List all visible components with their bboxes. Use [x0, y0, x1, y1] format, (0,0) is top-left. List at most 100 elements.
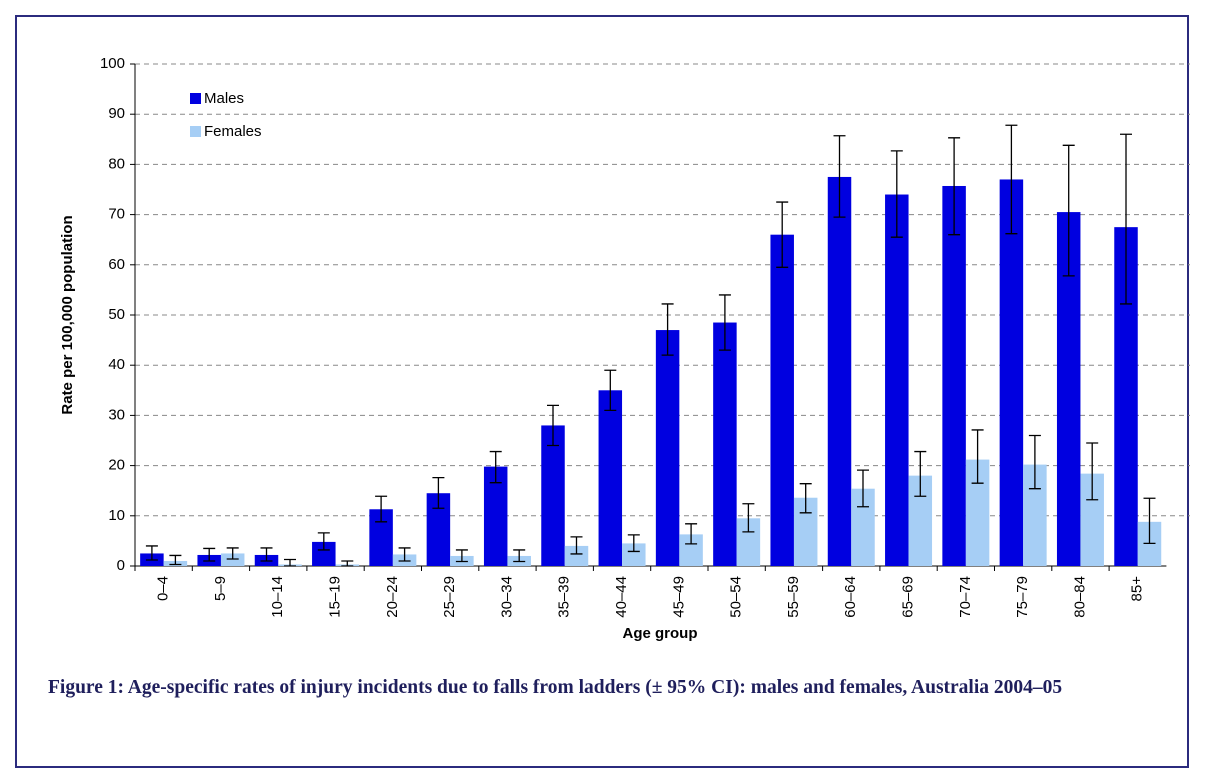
bar — [965, 459, 990, 566]
error-bar — [776, 201, 789, 268]
bar — [369, 509, 393, 566]
bar — [655, 330, 680, 566]
x-tick-label: 80–84 — [1071, 576, 1088, 618]
error-bar — [455, 549, 468, 563]
bar — [942, 185, 966, 566]
bar — [1080, 473, 1104, 566]
y-tick-label: 30 — [108, 406, 125, 423]
x-tick-label: 40–44 — [613, 576, 630, 618]
error-bar — [914, 450, 927, 497]
error-bar — [570, 536, 583, 555]
error-bar — [226, 547, 239, 560]
bar — [736, 518, 761, 566]
bar — [426, 493, 451, 566]
x-tick-label: 5–9 — [212, 576, 229, 601]
error-bar — [1086, 442, 1099, 501]
x-tick-label: 75–79 — [1014, 576, 1031, 618]
error-bar — [1062, 144, 1075, 277]
y-tick-label: 40 — [108, 356, 125, 373]
error-bar — [145, 545, 158, 561]
error-bar — [398, 547, 411, 562]
legend-swatch — [190, 126, 201, 137]
bar — [793, 497, 818, 566]
bar — [1056, 212, 1081, 566]
error-bar — [833, 135, 846, 218]
y-tick-label: 0 — [117, 557, 125, 574]
bar — [713, 322, 737, 566]
error-bar — [547, 404, 560, 447]
error-bar — [890, 150, 903, 238]
error-bar — [317, 532, 330, 551]
y-tick-label: 80 — [108, 155, 125, 172]
error-bar — [627, 534, 640, 553]
legend-swatch — [190, 93, 201, 104]
x-tick-label: 50–54 — [728, 576, 745, 618]
bar — [679, 534, 703, 566]
error-bar — [604, 369, 617, 412]
x-tick-label: 55–59 — [785, 576, 802, 618]
y-tick-label: 50 — [108, 306, 125, 323]
error-bar — [1120, 133, 1132, 305]
bar — [999, 179, 1024, 566]
x-tick-label: 45–49 — [670, 576, 687, 618]
x-tick-label: 60–64 — [842, 576, 859, 618]
error-bar — [432, 476, 445, 509]
error-bar — [856, 469, 869, 508]
error-bar — [661, 303, 674, 356]
bar — [220, 553, 245, 566]
error-bar — [1143, 497, 1156, 545]
x-tick-label: 10–14 — [269, 576, 286, 618]
bar — [483, 466, 508, 566]
legend-label: Males — [204, 90, 244, 107]
error-bar — [971, 429, 984, 484]
y-axis-title: Rate per 100,000 population — [59, 215, 76, 414]
x-tick-label: 65–69 — [900, 576, 917, 618]
x-axis-title: Age group — [623, 625, 698, 642]
y-tick-label: 90 — [108, 105, 125, 122]
y-tick-label: 20 — [108, 457, 125, 474]
frame — [15, 15, 1189, 768]
error-bar — [489, 450, 502, 484]
error-bar — [1005, 124, 1018, 235]
x-tick-label: 30–34 — [498, 576, 515, 618]
x-tick-label: 70–74 — [957, 576, 974, 618]
bar — [885, 194, 909, 566]
error-bar — [260, 547, 273, 562]
bar — [1023, 464, 1047, 566]
error-bar — [203, 547, 216, 562]
bar — [622, 543, 646, 566]
bar — [541, 425, 565, 566]
bar — [564, 545, 589, 566]
y-tick-label: 60 — [108, 256, 125, 273]
legend-label: Females — [204, 123, 262, 140]
bar — [598, 390, 623, 566]
caption: Figure 1: Age-specific rates of injury i… — [48, 677, 1063, 698]
error-bar — [685, 523, 698, 545]
y-tick-label: 70 — [108, 206, 125, 223]
x-tick-label: 25–29 — [441, 576, 458, 618]
bar — [908, 475, 933, 566]
error-bar — [948, 137, 961, 236]
error-bar — [341, 560, 354, 567]
bar — [827, 176, 852, 566]
y-tick-label: 100 — [100, 55, 125, 72]
error-bar — [169, 554, 182, 566]
bar — [770, 234, 794, 566]
y-tick-label: 10 — [108, 507, 125, 524]
error-bar — [742, 503, 755, 533]
error-bar — [799, 483, 812, 514]
x-tick-label: 35–39 — [556, 576, 573, 618]
bar — [1114, 227, 1138, 566]
x-tick-label: 85+ — [1129, 576, 1146, 602]
x-tick-label: 15–19 — [327, 576, 344, 618]
bar — [851, 488, 875, 566]
x-tick-label: 20–24 — [384, 576, 401, 618]
bar — [312, 541, 336, 566]
error-bar — [283, 558, 296, 567]
error-bar — [375, 495, 388, 523]
error-bar — [513, 549, 526, 563]
x-tick-label: 0–4 — [155, 576, 172, 601]
error-bar — [1028, 434, 1041, 490]
